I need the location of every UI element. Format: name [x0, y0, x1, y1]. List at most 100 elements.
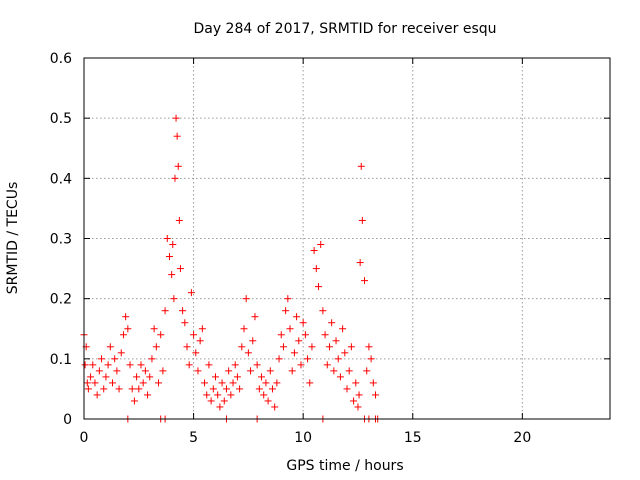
data-point: [321, 331, 329, 339]
data-point: [330, 367, 338, 375]
data-point: [179, 307, 187, 315]
data-point: [93, 391, 101, 399]
data-point: [165, 253, 173, 261]
data-point: [247, 367, 255, 375]
data-point: [264, 397, 272, 405]
data-point: [104, 361, 112, 369]
chart-title: Day 284 of 2017, SRMTID for receiver esq…: [193, 21, 496, 37]
data-point: [148, 355, 156, 363]
x-axis-label: GPS time / hours: [286, 458, 403, 474]
grid-lines: [84, 58, 610, 419]
x-tick-labels: 0 5 10 15 20: [80, 430, 532, 446]
data-point: [255, 385, 263, 393]
data-point: [150, 325, 158, 333]
data-point: [169, 241, 177, 249]
data-point: [277, 331, 285, 339]
data-point: [357, 162, 365, 170]
data-point: [233, 373, 241, 381]
data-point: [212, 373, 219, 381]
data-point: [222, 385, 230, 393]
data-point: [128, 385, 136, 393]
data-point: [194, 367, 202, 375]
data-point: [152, 343, 160, 351]
data-point: [253, 361, 261, 369]
data-point: [115, 385, 123, 393]
data-point: [187, 289, 195, 297]
data-point: [319, 307, 327, 315]
data-point: [163, 235, 171, 242]
data-point: [266, 367, 274, 375]
x-tick-label: 10: [294, 430, 312, 446]
y-tick-label: 0: [63, 412, 72, 428]
data-point: [216, 403, 224, 411]
data-point: [240, 325, 248, 333]
data-point: [323, 361, 331, 369]
data-point: [317, 241, 325, 249]
data-point: [225, 367, 233, 375]
data-point: [328, 319, 336, 327]
data-point: [176, 265, 184, 273]
data-point: [89, 361, 97, 369]
data-point: [363, 367, 371, 375]
data-point: [352, 379, 360, 387]
data-point: [345, 367, 353, 375]
data-point: [207, 397, 215, 405]
data-point: [139, 379, 147, 387]
data-point: [98, 355, 106, 363]
data-point: [141, 367, 149, 375]
data-point: [271, 403, 279, 411]
data-point: [371, 391, 379, 399]
data-point: [355, 391, 363, 399]
data-point: [209, 385, 217, 393]
data-point: [284, 295, 292, 303]
data-point: [356, 259, 364, 267]
data-point: [173, 132, 181, 140]
data-point: [244, 349, 252, 357]
data-point: [126, 361, 134, 369]
data-point: [290, 349, 298, 357]
y-tick-label: 0.1: [50, 352, 72, 368]
data-point: [229, 379, 237, 387]
data-point: [301, 331, 309, 339]
data-point: [111, 355, 119, 363]
data-point: [190, 331, 198, 339]
data-point: [306, 379, 314, 387]
data-point: [192, 349, 200, 357]
data-point: [308, 343, 316, 351]
data-point: [238, 343, 246, 351]
data-point: [155, 379, 163, 387]
x-tick-label: 0: [80, 430, 89, 446]
data-point: [161, 307, 169, 315]
x-tick-label: 20: [513, 430, 531, 446]
data-point: [295, 337, 303, 345]
data-point: [273, 379, 281, 387]
data-point: [367, 355, 375, 363]
data-point: [354, 403, 362, 411]
data-point: [358, 216, 366, 224]
data-point: [144, 391, 152, 399]
data-point: [293, 313, 301, 321]
data-point: [315, 283, 323, 291]
data-point: [297, 361, 305, 369]
data-point: [275, 355, 283, 363]
data-point: [119, 331, 127, 339]
plot-frame: [83, 57, 611, 420]
data-point: [299, 319, 307, 327]
data-point: [268, 385, 276, 393]
data-point: [282, 307, 290, 315]
data-point: [214, 391, 222, 399]
data-point: [170, 295, 178, 303]
data-point: [113, 367, 121, 375]
y-tick-labels: 0 0.1 0.2 0.3 0.4 0.5 0.6: [50, 51, 72, 428]
data-point: [288, 367, 296, 375]
data-point: [279, 343, 287, 351]
data-point: [336, 373, 344, 381]
data-point: [175, 216, 183, 224]
data-point: [361, 277, 369, 285]
data-points: [80, 114, 382, 423]
data-point: [339, 325, 347, 333]
data-point: [286, 325, 294, 333]
data-point: [369, 379, 377, 387]
